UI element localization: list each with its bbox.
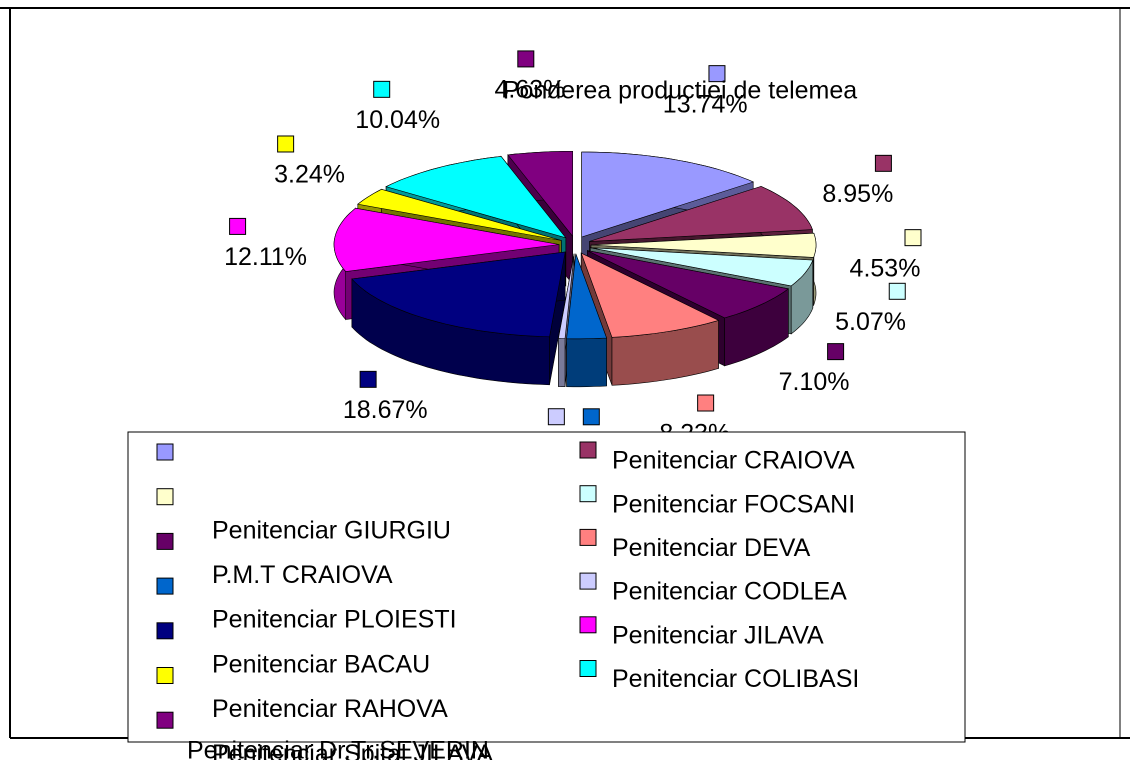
label-key — [277, 135, 295, 153]
label-key — [874, 154, 892, 172]
legend-key — [579, 528, 597, 546]
legend-key — [156, 577, 174, 595]
legend-label: P.M.T CRAIOVA — [212, 561, 393, 589]
label-key — [547, 408, 565, 426]
data-labels: 13.74%8.95%4.53%5.07%7.10%8.23%2.82%0.46… — [224, 50, 922, 461]
legend: Penitenciar CRAIOVA Penitenciar GIURGIU Pe… — [156, 441, 859, 760]
label-key — [697, 394, 715, 412]
slice — [333, 207, 560, 272]
data-label: 13.74% — [663, 90, 748, 118]
slice — [587, 250, 790, 319]
slice-wall — [566, 337, 607, 388]
chart-title: Ponderea productiei de telemea — [503, 77, 858, 105]
slice — [589, 186, 813, 242]
legend-key — [579, 660, 597, 677]
label-key — [229, 217, 247, 235]
slice — [590, 232, 817, 258]
legend-label: Penitenciar CODLEA — [612, 578, 847, 606]
label-key — [373, 80, 391, 98]
legend-label: Penitenciar BACAU — [212, 650, 430, 678]
legend-label: Penitenciar Spital JILAVA — [212, 740, 493, 760]
data-label: 10.04% — [355, 106, 440, 134]
legend-label: Penitenciar CRAIOVA — [612, 447, 855, 475]
slice — [351, 251, 566, 338]
label-key — [888, 282, 906, 300]
legend-label: Penitenciar FOCSANI — [612, 490, 855, 518]
legend-key — [579, 485, 597, 503]
legend-label: Penitenciar Dr.Tr.SEVERIN — [187, 737, 489, 760]
legend-key — [579, 441, 597, 459]
slice — [581, 151, 755, 238]
legend-key — [579, 572, 597, 590]
legend-label: Penitenciar PLOIESTI — [212, 606, 457, 634]
data-label: 8.95% — [822, 180, 893, 208]
data-label: 5.07% — [835, 308, 906, 336]
slice — [566, 253, 608, 340]
legend-key — [156, 711, 174, 729]
legend-label: Penitenciar RAHOVA — [212, 695, 448, 723]
data-label: 4.63% — [494, 76, 565, 104]
slice — [385, 156, 567, 239]
legend-key — [156, 443, 174, 461]
label-key — [827, 343, 845, 361]
label-key — [359, 370, 377, 388]
legend-key — [156, 622, 174, 640]
legend-label: Penitenciar COLIBASI — [612, 665, 859, 693]
label-key — [904, 229, 922, 247]
label-key — [582, 408, 600, 426]
label-key — [708, 65, 726, 83]
data-label: 7.10% — [779, 368, 850, 396]
legend-key — [156, 488, 174, 506]
data-label: 4.53% — [850, 254, 921, 282]
data-label: 18.67% — [343, 396, 428, 424]
data-label: 3.24% — [274, 161, 345, 189]
label-key — [517, 50, 535, 68]
data-label: 12.11% — [224, 243, 307, 271]
legend-label: Penitenciar GIURGIU — [212, 516, 451, 544]
legend-box — [127, 431, 966, 743]
legend-label: Penitenciar DEVA — [612, 534, 811, 562]
legend-key — [156, 532, 174, 550]
slice — [590, 247, 814, 287]
legend-key — [579, 616, 597, 634]
pie — [333, 151, 817, 388]
legend-key — [156, 667, 174, 684]
slice — [507, 151, 573, 238]
slice-wall — [558, 338, 566, 387]
slice — [357, 188, 562, 241]
slice — [558, 253, 575, 339]
legend-label: Penitenciar JILAVA — [612, 621, 824, 649]
slice — [580, 252, 720, 338]
